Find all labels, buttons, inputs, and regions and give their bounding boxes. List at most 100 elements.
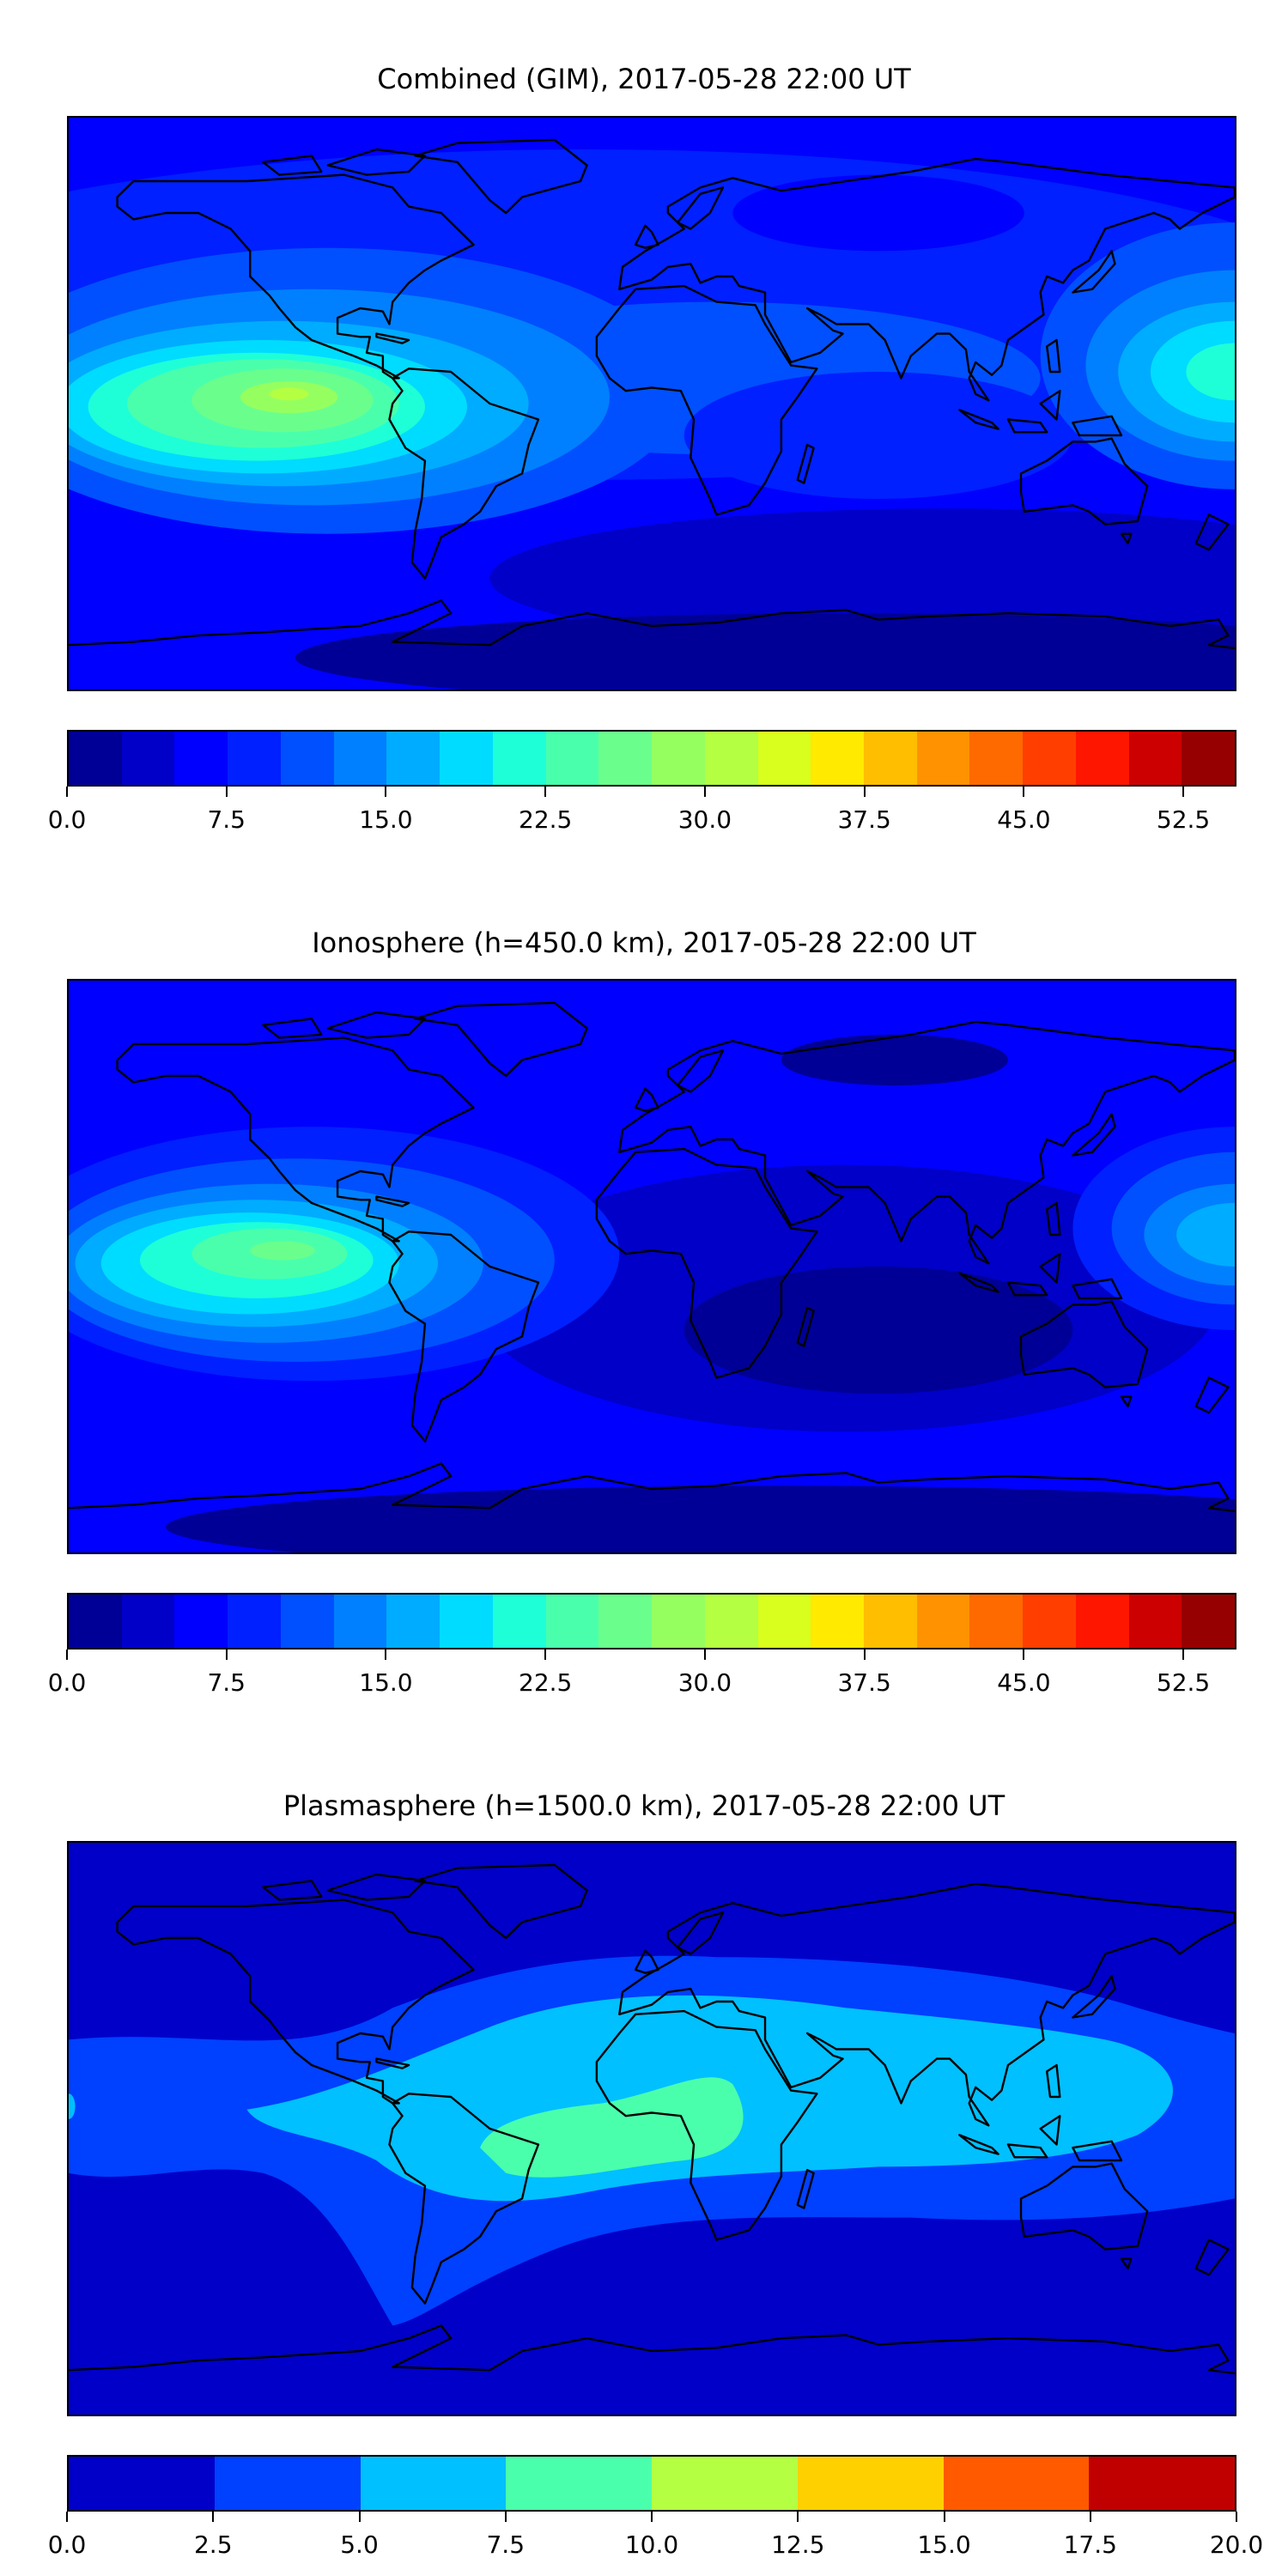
colorbar-2-ticks: 0.0 7.5 15.0 22.5 30.0 37.5 45.0 52.5	[48, 1649, 1236, 1701]
colorbar-tick-mark	[1236, 2512, 1237, 2522]
colorbar-segment	[174, 732, 228, 785]
colorbar-tick-mark	[703, 1649, 706, 1660]
panel-1-title: Combined (GIM), 2017-05-28 22:00 UT	[377, 63, 911, 95]
colorbar-tick-label: 15.0	[359, 1668, 413, 1697]
plasmasphere-map	[67, 1841, 1236, 2416]
colorbar-tick-label: 52.5	[1156, 805, 1211, 834]
colorbar-tick-mark	[385, 1649, 387, 1660]
colorbar-tick-mark	[212, 2512, 215, 2522]
colorbar-segment	[333, 732, 387, 785]
colorbar-segment	[440, 732, 493, 785]
colorbar-tick-label: 7.5	[486, 2530, 526, 2559]
colorbar-segment	[386, 1595, 440, 1648]
colorbar-segment	[506, 2457, 652, 2510]
colorbar-tick-label: 0.0	[47, 2530, 87, 2559]
colorbar-segment	[280, 1595, 334, 1648]
colorbar-tick-mark	[863, 787, 866, 797]
contour-level-0-south	[166, 1485, 1235, 1552]
colorbar-1-ticks: 0.0 7.5 15.0 22.5 30.0 37.5 45.0 52.5	[48, 787, 1236, 838]
colorbar-segment	[811, 732, 865, 785]
colorbar-segment	[704, 732, 758, 785]
colorbar-segment	[1075, 732, 1129, 785]
plasmasphere-contours	[69, 1843, 1235, 2415]
colorbar-3-ticks: 0.0 2.5 5.0 7.5 10.0 12.5 15.0 17.5 20.0	[48, 2512, 1263, 2563]
colorbar-segment	[757, 1595, 811, 1648]
colorbar-tick-mark	[651, 2512, 653, 2522]
colorbar-tick-mark	[544, 787, 547, 797]
contour-edge-patch	[69, 2093, 76, 2119]
colorbar-segment	[797, 2457, 944, 2510]
colorbar-tick-label: 15.0	[359, 805, 413, 834]
colorbar-segment	[492, 1595, 546, 1648]
contour-level-0-south	[295, 613, 1235, 690]
colorbar-tick-label: 45.0	[997, 805, 1051, 834]
colorbar-segment	[440, 1595, 493, 1648]
colorbar-tick-mark	[385, 787, 387, 797]
colorbar-segment	[386, 732, 440, 785]
contour-level-0-indian	[683, 1267, 1073, 1394]
colorbar-segment	[492, 732, 546, 785]
colorbar-tick-label: 0.0	[47, 805, 87, 834]
colorbar-tick-mark	[504, 2512, 507, 2522]
colorbar-segment	[228, 1595, 281, 1648]
colorbar-segment	[916, 732, 970, 785]
colorbar-1	[67, 730, 1236, 787]
colorbar-segment	[360, 2457, 507, 2510]
colorbar-tick-label: 30.0	[677, 1668, 732, 1697]
colorbar-tick-label: 22.5	[519, 805, 573, 834]
colorbar-tick-mark	[358, 2512, 361, 2522]
colorbar-segment	[652, 732, 705, 785]
contour-east-level-6	[1176, 1203, 1235, 1267]
colorbar-tick-label: 17.5	[1063, 2530, 1117, 2559]
colorbar-tick-label: 45.0	[997, 1668, 1051, 1697]
colorbar-segment	[969, 732, 1024, 785]
colorbar-segment	[916, 1595, 970, 1648]
ionosphere-contours	[69, 981, 1235, 1552]
contour-level-12	[269, 387, 309, 401]
colorbar-tick-label: 20.0	[1209, 2530, 1264, 2559]
panel-2-title: Ionosphere (h=450.0 km), 2017-05-28 22:0…	[312, 927, 976, 959]
colorbar-tick-mark	[1182, 1649, 1185, 1660]
colorbar-tick-label: 30.0	[677, 805, 732, 834]
contour-level-3-max	[480, 2077, 744, 2178]
colorbar-segment	[943, 2457, 1090, 2510]
contour-level-0-siberia	[781, 1034, 1008, 1086]
colorbar-tick-label: 12.5	[771, 2530, 825, 2559]
colorbar-tick-mark	[1089, 2512, 1091, 2522]
colorbar-segment	[121, 1595, 175, 1648]
colorbar-segment	[757, 732, 811, 785]
colorbar-segment	[280, 732, 334, 785]
colorbar-segment	[1182, 1595, 1236, 1648]
colorbar-tick-label: 0.0	[47, 1668, 87, 1697]
colorbar-segment	[69, 1595, 122, 1648]
contour-east-level-8	[1186, 343, 1235, 401]
colorbar-segment	[598, 1595, 653, 1648]
colorbar-segment	[121, 732, 175, 785]
contour-level-10	[250, 1241, 315, 1261]
colorbar-tick-mark	[1023, 1649, 1025, 1660]
colorbar-tick-mark	[1182, 787, 1185, 797]
colorbar-tick-label: 10.0	[624, 2530, 679, 2559]
colorbar-tick-label: 7.5	[207, 1668, 246, 1697]
colorbar-tick-label: 15.0	[917, 2530, 971, 2559]
colorbar-segment	[1023, 732, 1076, 785]
colorbar-tick-label: 37.5	[837, 1668, 891, 1697]
colorbar-segment	[864, 1595, 917, 1648]
colorbar-tick-label: 7.5	[207, 805, 246, 834]
colorbar-segment	[598, 732, 653, 785]
colorbar-tick-mark	[225, 1649, 228, 1660]
colorbar-segment	[969, 1595, 1024, 1648]
colorbar-tick-label: 5.0	[340, 2530, 379, 2559]
colorbar-3	[67, 2455, 1236, 2512]
colorbar-segment	[69, 732, 122, 785]
colorbar-tick-label: 37.5	[837, 805, 891, 834]
colorbar-segment	[1023, 1595, 1076, 1648]
colorbar-tick-mark	[66, 2512, 68, 2522]
colorbar-tick-mark	[225, 787, 228, 797]
colorbar-tick-mark	[863, 1649, 866, 1660]
colorbar-segment	[228, 732, 281, 785]
colorbar-tick-mark	[66, 787, 68, 797]
colorbar-tick-mark	[66, 1649, 68, 1660]
colorbar-segment	[545, 1595, 599, 1648]
colorbar-segment	[652, 2457, 798, 2510]
